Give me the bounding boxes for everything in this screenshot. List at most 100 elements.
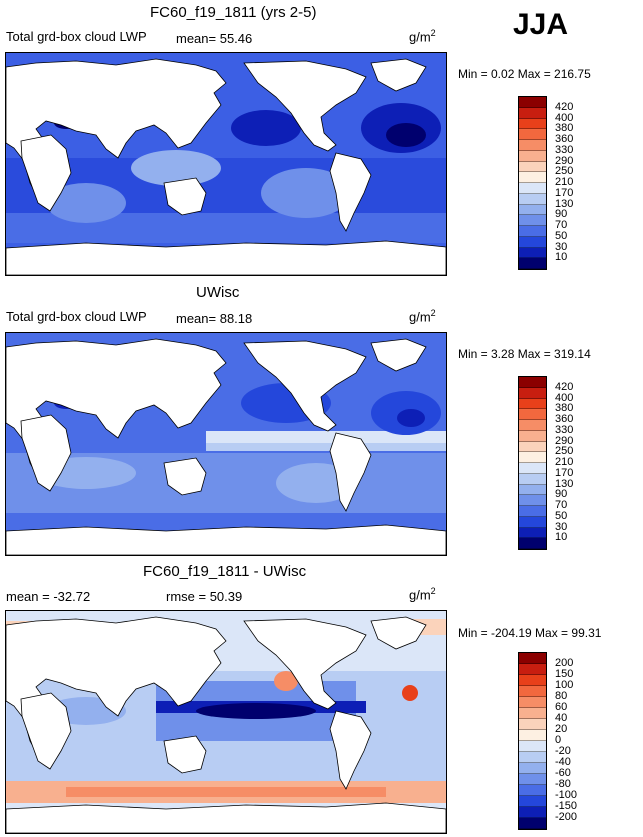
colorbar-swatch [519,752,546,763]
colorbar-swatch [519,420,546,431]
panel3-map-svg [6,611,446,833]
colorbar-swatch [519,258,546,269]
colorbar-swatch [519,741,546,752]
colorbar-tick-label: 170 [555,466,574,479]
colorbar-swatch [519,215,546,226]
colorbar-tick-label: 10 [555,251,568,264]
colorbar-swatch [519,818,546,829]
colorbar-tick-label: 150 [555,668,574,680]
colorbar-tick-label: 200 [555,657,574,669]
panel1-title: FC60_f19_1811 (yrs 2-5) [150,4,317,21]
colorbar-tick-label: 250 [555,445,574,458]
colorbar-tick-label: 20 [555,723,568,735]
colorbar-tick-label: 290 [555,154,574,167]
colorbar-tick-label: 70 [555,219,568,231]
colorbar-tick-label: 360 [555,413,574,425]
colorbar-swatch [519,118,546,130]
colorbar-swatch [519,686,546,697]
colorbar-tick-label: 210 [555,456,574,468]
colorbar-swatch [519,107,546,119]
colorbar-tick-label: 380 [555,122,574,135]
colorbar-swatch [519,719,546,730]
colorbar-swatch [519,785,546,796]
colorbar-tick-label: 90 [555,208,568,221]
colorbar-tick-label: 90 [555,488,568,501]
panel3-rmse: rmse = 50.39 [166,589,243,604]
colorbar-tick-label: 420 [555,380,574,393]
colorbar-tick-label: 330 [555,143,574,156]
colorbar-swatch [519,204,546,216]
colorbar-tick-label: -60 [555,767,571,779]
colorbar-swatch [519,430,546,442]
panel1-colorbar [518,96,547,270]
colorbar-tick-label: 60 [555,701,568,713]
panel3-title: FC60_f19_1811 - UWisc [143,563,307,580]
colorbar-swatch [519,796,546,807]
colorbar-swatch [519,129,546,140]
panel1-map-svg [6,53,446,275]
colorbar-tick-label: -20 [555,745,571,757]
colorbar-swatch [519,97,546,108]
colorbar-swatch [519,484,546,496]
panel2-title: UWisc [196,284,240,301]
colorbar-tick-label: 250 [555,165,574,178]
colorbar-swatch [519,409,546,420]
panel1-continents [6,58,446,275]
colorbar-tick-label: 400 [555,391,574,404]
colorbar-swatch [519,377,546,388]
colorbar-tick-label: 330 [555,423,574,436]
colorbar-tick-label: 30 [555,240,568,253]
panel1-subtitle: Total grd-box cloud LWP [6,29,147,44]
colorbar-swatch [519,150,546,162]
colorbar-tick-label: 130 [555,477,574,490]
panel3-mean: mean = -32.72 [6,589,91,604]
colorbar-swatch [519,398,546,410]
panel3-units: g/m2 [409,586,436,603]
colorbar-swatch [519,495,546,506]
colorbar-swatch [519,226,546,237]
colorbar-tick-label: 80 [555,690,568,702]
colorbar-swatch [519,172,546,183]
panel1-units: g/m2 [409,28,436,45]
colorbar-swatch [519,774,546,785]
colorbar-swatch [519,506,546,517]
colorbar-tick-label: 30 [555,520,568,533]
colorbar-tick-label: 100 [555,679,574,691]
colorbar-tick-label: 420 [555,100,574,113]
colorbar-swatch [519,140,546,151]
colorbar-tick-label: -100 [555,789,578,801]
colorbar-tick-label: 170 [555,186,574,199]
colorbar-swatch [519,247,546,259]
panel1-mean: mean= 55.46 [176,31,253,46]
colorbar-tick-label: 130 [555,197,574,210]
colorbar-swatch [519,653,546,664]
colorbar-tick-label: 50 [555,229,568,242]
panel3-stats: Min = -204.19 Max = 99.31 [458,626,602,640]
colorbar-swatch [519,387,546,399]
panel2-map-svg [6,333,446,555]
colorbar-swatch [519,193,546,205]
colorbar-tick-label: -200 [555,811,578,823]
colorbar-swatch [519,664,546,675]
panel2-colorbar [518,376,547,550]
colorbar-swatch [519,527,546,539]
panel2-continents [6,338,446,555]
colorbar-swatch [519,236,546,248]
colorbar-swatch [519,807,546,818]
panel2-units: g/m2 [409,308,436,325]
colorbar-tick-label: 10 [555,531,568,544]
colorbar-swatch [519,161,546,173]
season-label: JJA [513,8,569,41]
colorbar-swatch [519,452,546,463]
colorbar-swatch [519,463,546,474]
panel3-map [5,610,447,834]
colorbar-tick-label: 210 [555,176,574,188]
colorbar-swatch [519,675,546,686]
colorbar-tick-label: 40 [555,712,568,724]
colorbar-tick-label: -40 [555,756,571,768]
colorbar-tick-label: 360 [555,133,574,145]
colorbar-tick-label: 50 [555,509,568,522]
panel2-mean: mean= 88.18 [176,311,253,326]
panel1-map [5,52,447,276]
colorbar-swatch [519,473,546,485]
